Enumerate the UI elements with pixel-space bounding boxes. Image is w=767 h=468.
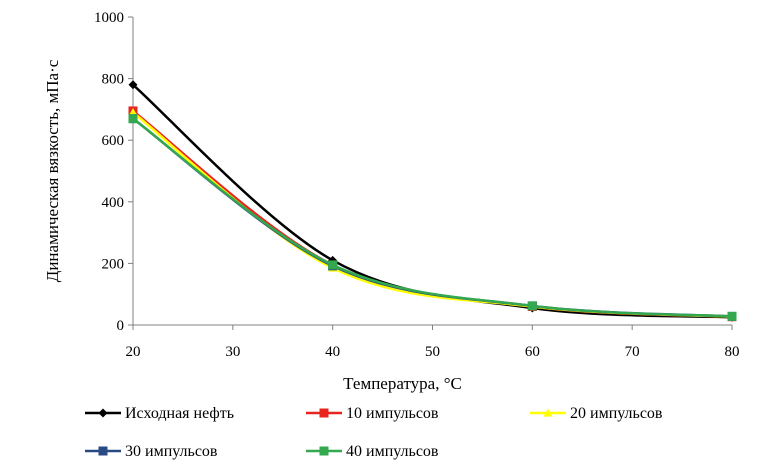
series-line [132,83,733,319]
x-ticks: 20 30 40 50 60 70 80 [126,325,740,360]
legend-label: 30 импульсов [125,443,218,460]
data-point [128,114,138,124]
series-line [132,117,733,318]
x-tick-label: 30 [225,344,240,360]
x-tick-label: 20 [126,344,141,360]
data-point [128,107,138,117]
legend-label: 10 импульсов [346,405,439,422]
data-point [128,80,138,90]
y-tick-label: 200 [102,256,125,272]
series-layer [128,80,737,322]
y-tick-label: 600 [102,133,125,149]
legend-item: 10 импульсов [306,405,439,422]
legend-marker [543,408,553,417]
legend-marker [98,446,108,456]
y-tick-label: 1000 [94,10,124,26]
series-4 [128,114,737,321]
x-tick-label: 80 [725,344,740,360]
y-ticks: 0 200 400 600 800 1000 [94,10,133,334]
x-tick-label: 60 [525,344,540,360]
y-axis-title: Динамическая вязкость, мПа·с [43,59,62,282]
legend-marker [319,446,329,456]
legend-label: Исходная нефть [125,405,234,422]
series-5 [128,114,737,321]
x-tick-label: 70 [625,344,640,360]
legend-label: 40 импульсов [346,443,439,460]
series-line [132,109,733,318]
y-tick-label: 800 [102,72,125,88]
x-axis-title: Температура, °C [343,374,462,393]
legend-marker [98,408,108,418]
series-line [132,111,733,318]
data-point [527,301,537,311]
legend-item: 30 импульсов [85,443,218,460]
legend-label: 20 импульсов [570,405,663,422]
x-tick-label: 50 [425,344,440,360]
legend-item: 40 импульсов [306,443,439,460]
y-tick-label: 400 [102,195,125,211]
legend-item: 20 импульсов [530,405,663,422]
data-point [328,260,338,270]
legend-item: Исходная нефть [85,405,234,422]
series-3 [128,107,737,321]
legend-marker [319,408,329,418]
x-tick-label: 40 [325,344,340,360]
legend: Исходная нефть 10 импульсов 20 импульсов 30… [85,405,663,460]
series-1 [128,80,737,322]
series-line [132,117,733,318]
series-2 [128,106,737,322]
y-tick-label: 0 [117,318,125,334]
data-point [727,311,737,321]
